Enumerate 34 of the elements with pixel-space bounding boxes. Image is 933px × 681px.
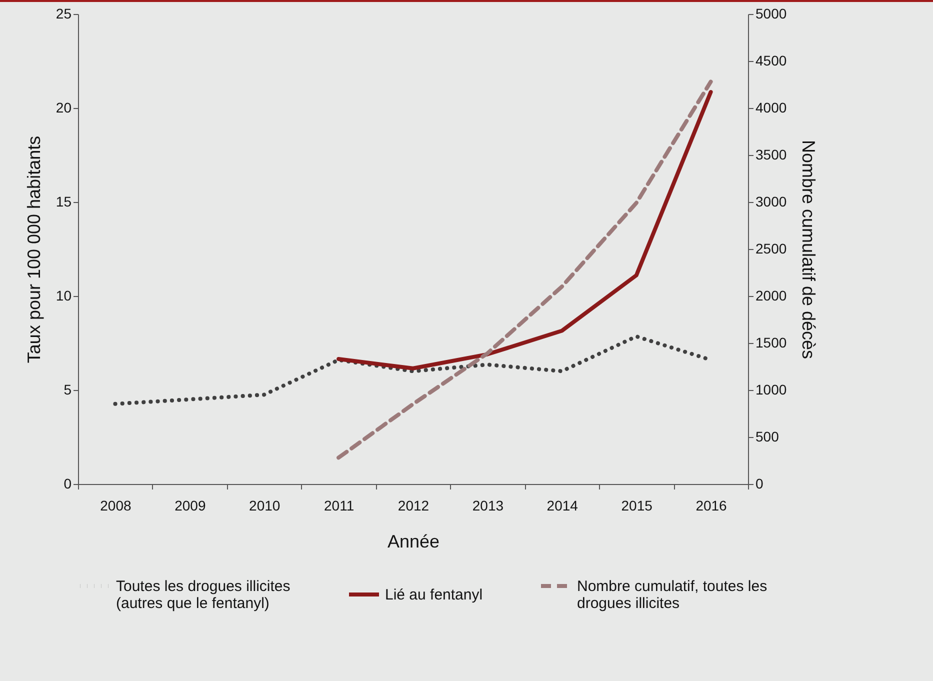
line-series [336, 80, 713, 460]
legend-label: Lié au fentanyl [385, 586, 483, 604]
y-tick-label: 15 [56, 194, 72, 210]
y2-axis-title: Nombre cumulatif de décès [798, 140, 819, 360]
x-tick-label: 2016 [696, 498, 728, 514]
y-axis-title: Taux pour 100 000 habitants [24, 136, 44, 364]
y-tick-label: 10 [56, 288, 72, 304]
y2-tick-label: 2000 [756, 288, 787, 304]
y2-tick-label: 1000 [756, 382, 787, 398]
x-tick-label: 2009 [174, 498, 206, 514]
y2-tick-label: 4500 [756, 52, 787, 68]
y-tick-label: 0 [64, 476, 72, 492]
x-tick-label: 2010 [249, 498, 280, 514]
y2-tick-label: 500 [756, 428, 780, 444]
y-tick-label: 5 [64, 382, 72, 398]
x-tick-label: 2011 [324, 498, 354, 514]
legend-label: Nombre cumulatif, toutes les drogues illicites [577, 578, 768, 612]
y-tick-label: 20 [56, 100, 72, 116]
y2-tick-label: 5000 [756, 6, 787, 22]
x-tick-label: 2012 [398, 498, 430, 514]
y2-tick-label: 4000 [756, 100, 787, 116]
x-tick-label: 2014 [546, 498, 578, 514]
x-tick-label: 2015 [621, 498, 653, 514]
y2-tick-label: 0 [756, 476, 764, 492]
x-tick-label: 2013 [472, 498, 504, 514]
legend-label: Toutes les drogues illicites (autres que le fentanyl) [116, 578, 290, 612]
y2-tick-label: 1500 [756, 334, 787, 350]
x-axis-title: Année [387, 532, 440, 552]
y2-tick-label: 3500 [756, 146, 787, 162]
y-tick-label: 25 [56, 6, 72, 22]
y2-tick-label: 3000 [756, 194, 787, 210]
y2-tick-label: 2500 [756, 240, 787, 256]
x-tick-label: 2008 [100, 498, 132, 514]
line-series [336, 90, 713, 370]
